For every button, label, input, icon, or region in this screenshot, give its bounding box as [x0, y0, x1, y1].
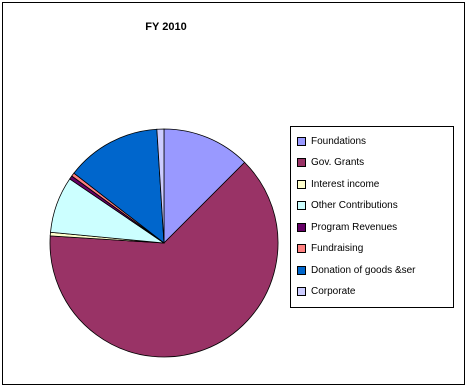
- legend-label: Foundations: [311, 135, 367, 147]
- legend-item: Program Revenues: [297, 220, 397, 234]
- legend-swatch: [297, 244, 306, 253]
- legend-swatch: [297, 158, 306, 167]
- pie-slice-corporate: [156, 128, 165, 244]
- chart-title: FY 2010: [145, 21, 187, 33]
- pie-chart: [49, 128, 279, 358]
- legend: Foundations Gov. Grants Interest income Oth…: [290, 126, 454, 308]
- legend-swatch: [297, 265, 306, 275]
- chart-frame: FY 2010 Foundations Gov. Grants Interest i…: [2, 2, 465, 385]
- legend-item: Donation of goods &ser: [297, 263, 416, 277]
- legend-swatch: [297, 201, 306, 210]
- pie-slice-donation-of-goods-ser: [73, 128, 165, 244]
- legend-swatch: [297, 136, 306, 146]
- pie-slice-foundations: [163, 128, 246, 244]
- legend-label: Gov. Grants: [311, 157, 365, 168]
- pie-slice-gov-grants: [49, 161, 279, 358]
- legend-item: Corporate: [297, 285, 355, 299]
- legend-label: Corporate: [311, 286, 356, 297]
- legend-swatch: [297, 222, 306, 232]
- legend-label: Program Revenues: [311, 221, 398, 233]
- legend-label: Other Contributions: [311, 200, 398, 211]
- legend-swatch: [297, 287, 306, 296]
- legend-item: Other Contributions: [297, 199, 398, 213]
- legend-item: Fundraising: [297, 242, 363, 256]
- legend-label: Fundraising: [311, 243, 364, 254]
- legend-item: Interest income: [297, 177, 379, 191]
- legend-swatch: [297, 179, 306, 189]
- legend-label: Interest income: [311, 178, 380, 190]
- legend-label: Donation of goods &ser: [311, 264, 416, 276]
- legend-item: Foundations: [297, 134, 366, 148]
- legend-item: Gov. Grants: [297, 156, 364, 170]
